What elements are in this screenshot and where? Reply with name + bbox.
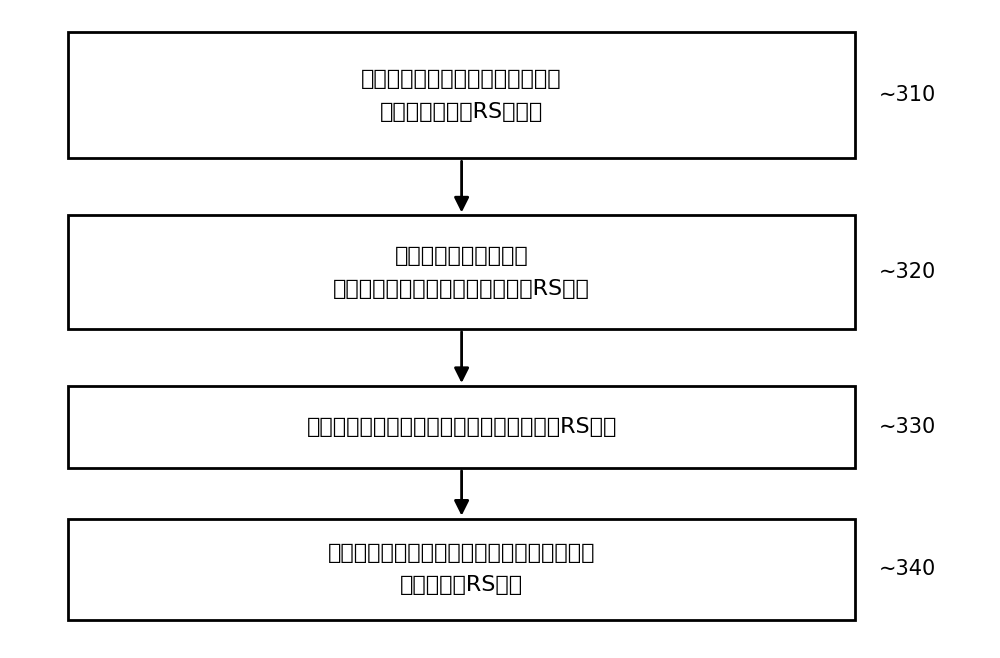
Text: ∼330: ∼330	[879, 417, 936, 437]
FancyBboxPatch shape	[68, 386, 855, 468]
Text: 在所述第一时间间隔，
所述终端设备向基站发送所述第一RS序列: 在所述第一时间间隔， 所述终端设备向基站发送所述第一RS序列	[333, 245, 590, 299]
Text: ∼340: ∼340	[879, 559, 936, 579]
Text: 终端设备确定对应第一时间间隔的
第一参考信号（RS）序列: 终端设备确定对应第一时间间隔的 第一参考信号（RS）序列	[361, 69, 562, 122]
Text: ∼310: ∼310	[879, 86, 936, 105]
Text: 在所述第二时间间隔，所述终端设备向基站发
送所述第二RS序列: 在所述第二时间间隔，所述终端设备向基站发 送所述第二RS序列	[328, 543, 595, 595]
Text: ∼320: ∼320	[879, 262, 936, 282]
FancyBboxPatch shape	[68, 519, 855, 620]
FancyBboxPatch shape	[68, 215, 855, 329]
FancyBboxPatch shape	[68, 32, 855, 159]
Text: 所述终端设备确定对应第二时间间隔的第二RS序列: 所述终端设备确定对应第二时间间隔的第二RS序列	[306, 417, 617, 437]
